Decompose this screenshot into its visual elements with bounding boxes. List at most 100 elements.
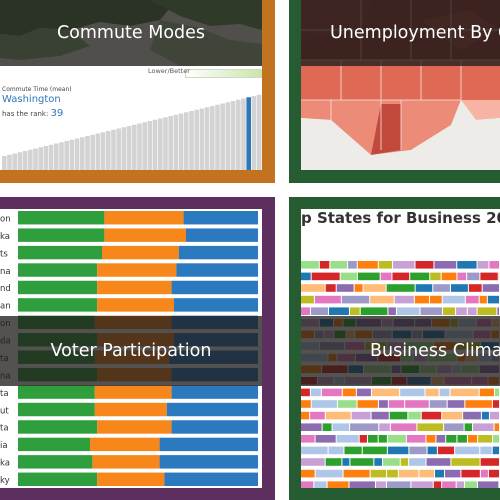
tile-voter-participation[interactable]: onkatsnandanondatanatauttaiakaky Voter P…: [0, 197, 275, 500]
business-bar-seg: [442, 481, 456, 488]
commute-bar: [210, 106, 215, 170]
business-bar-seg: [420, 307, 443, 315]
voter-bar-seg: [90, 437, 160, 452]
commute-bar: [17, 152, 23, 170]
business-bar-seg: [495, 388, 499, 397]
voter-bar-seg: [186, 228, 258, 242]
voter-bar-seg: [94, 385, 172, 399]
business-bar-seg: [488, 469, 499, 478]
business-bar-seg: [473, 423, 494, 431]
business-bar-seg: [426, 458, 451, 466]
row-label: ut: [0, 406, 9, 416]
tile-unemployment[interactable]: Unemployment By C: [289, 0, 500, 183]
business-bar-seg: [400, 388, 425, 397]
business-bar-seg: [336, 284, 354, 292]
business-bar-seg: [464, 423, 473, 431]
tile-business-climate[interactable]: p States for Business 2015 Business Clim…: [289, 197, 500, 500]
business-bar-seg: [340, 272, 357, 281]
voter-bar-seg: [104, 228, 186, 242]
voter-bar-seg: [104, 211, 184, 225]
business-bar-seg: [492, 446, 499, 455]
tile-caption-text: Unemployment By C: [330, 23, 500, 43]
commute-bar: [59, 142, 64, 170]
commute-bar: [126, 126, 132, 170]
business-bar-seg: [464, 481, 477, 488]
row-label: ka: [0, 232, 10, 242]
business-bar-seg: [301, 284, 325, 292]
voter-bar-seg: [18, 385, 95, 399]
business-bar-seg: [315, 435, 336, 443]
business-bar-seg: [463, 411, 481, 420]
business-bar-seg: [342, 458, 350, 466]
commute-bar: [22, 151, 28, 170]
business-bar-seg: [450, 388, 479, 397]
business-bar-seg: [350, 423, 379, 431]
voter-bar-seg: [18, 245, 102, 260]
voter-bar-seg: [171, 385, 258, 399]
commute-bar: [241, 98, 246, 170]
commute-chart-panel: Lower/Better Commute Time (mean) Washing…: [0, 66, 262, 170]
business-bar-seg: [329, 307, 349, 315]
business-bar-seg: [430, 272, 441, 281]
business-bar-seg: [415, 261, 434, 269]
business-bar-seg: [497, 307, 499, 315]
business-bar-seg: [482, 284, 499, 292]
commute-bar: [121, 127, 127, 170]
commute-bar: [230, 101, 236, 170]
business-bar-seg: [301, 469, 315, 478]
business-bar-seg: [314, 481, 327, 488]
business-bar-seg: [357, 400, 378, 408]
business-bar-seg: [378, 435, 387, 443]
business-bar-seg: [445, 469, 461, 478]
business-bar-seg: [425, 388, 439, 397]
voter-bar-seg: [159, 455, 258, 469]
business-bar-seg: [435, 469, 445, 478]
rank-prefix: has the rank:: [2, 110, 49, 118]
business-bar-seg: [362, 446, 387, 455]
business-bar-seg: [310, 388, 321, 397]
business-bar-seg: [321, 388, 342, 397]
business-bar-seg: [390, 423, 417, 431]
business-bar-seg: [351, 411, 371, 420]
commute-bar: [100, 132, 106, 170]
business-bar-seg: [456, 481, 464, 488]
commute-bar: [95, 133, 101, 170]
business-bar-seg: [393, 261, 415, 269]
tile-caption-text: Voter Participation: [50, 341, 212, 361]
commute-bar: [194, 109, 199, 170]
voter-bar-seg: [164, 472, 258, 486]
legend-label: Lower/Better: [148, 67, 190, 75]
business-bar-seg: [311, 272, 340, 281]
business-bar-seg: [489, 411, 499, 420]
business-bar-seg: [457, 261, 477, 269]
business-bar-seg: [429, 295, 442, 304]
business-bar-seg: [376, 481, 386, 488]
business-bar-seg: [447, 400, 465, 408]
business-bar-seg: [387, 446, 409, 455]
business-bar-seg: [328, 446, 344, 455]
commute-bar: [64, 141, 69, 170]
business-bar-seg: [311, 400, 337, 408]
tile-commute-modes[interactable]: Commute Modes Lower/Better Commute Time …: [0, 0, 275, 183]
business-bar-seg: [357, 272, 380, 281]
business-bar-seg: [465, 295, 479, 304]
commute-bar: [184, 112, 189, 170]
business-bar-seg: [332, 423, 350, 431]
business-bar-seg: [411, 481, 433, 488]
business-bar-seg: [357, 261, 378, 269]
business-bar-seg: [371, 411, 389, 420]
business-bar-seg: [394, 295, 414, 304]
commute-bar: [225, 102, 231, 170]
business-bar-seg: [343, 469, 370, 478]
voter-bar-seg: [97, 280, 172, 295]
business-bar-seg: [408, 411, 421, 420]
business-bar-seg: [437, 446, 455, 455]
commute-bar: [173, 114, 179, 170]
business-bar-seg: [406, 435, 426, 443]
business-bar-seg: [427, 446, 437, 455]
row-label: nd: [0, 284, 11, 294]
voter-bar-seg: [102, 245, 179, 260]
business-bar-seg: [386, 284, 415, 292]
business-bar-seg: [327, 481, 349, 488]
business-bar-seg: [367, 435, 378, 443]
